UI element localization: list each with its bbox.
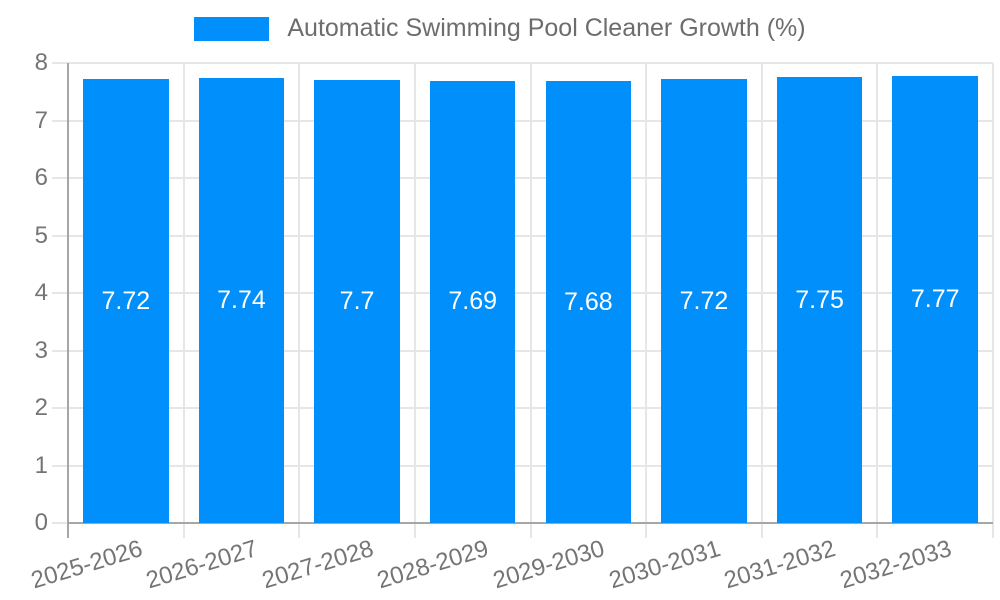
y-tick <box>52 407 68 409</box>
v-gridline <box>298 63 301 538</box>
bar: 7.77 <box>892 76 978 523</box>
y-axis-label: 7 <box>34 106 48 134</box>
y-tick <box>52 522 68 524</box>
y-axis-label: 3 <box>34 336 48 364</box>
v-gridline <box>645 63 648 538</box>
bar-value-label: 7.77 <box>910 285 960 314</box>
v-gridline <box>760 63 763 538</box>
bar-value-label: 7.72 <box>679 286 729 315</box>
v-gridline <box>876 63 879 538</box>
x-axis-label: 2030-2031 <box>605 535 724 595</box>
y-tick <box>52 464 68 467</box>
x-axis-label: 2028-2029 <box>374 535 493 595</box>
y-tick <box>52 292 68 294</box>
bar: 7.69 <box>429 80 516 523</box>
bar: 7.7 <box>314 80 400 523</box>
bar-value-label: 7.68 <box>563 287 613 316</box>
bar: 7.74 <box>198 77 285 523</box>
y-tick <box>52 62 68 64</box>
x-axis-label: 2025-2026 <box>27 535 146 595</box>
bar-value-label: 7.69 <box>448 287 498 316</box>
legend-label: Automatic Swimming Pool Cleaner Growth (… <box>287 14 806 42</box>
v-gridline <box>992 63 994 538</box>
x-axis-label: 2032-2033 <box>836 535 955 595</box>
y-tick <box>52 177 68 179</box>
bar: 7.75 <box>776 77 863 523</box>
x-axis-label: 2027-2028 <box>258 535 377 595</box>
y-tick <box>52 234 68 237</box>
y-axis-label: 2 <box>34 394 48 421</box>
v-gridline <box>182 63 185 538</box>
y-axis-label: 4 <box>34 279 48 306</box>
x-axis-line <box>68 522 993 524</box>
y-axis-label: 6 <box>34 164 48 191</box>
legend-swatch <box>194 16 270 41</box>
y-axis-label: 8 <box>34 49 48 76</box>
y-axis-label: 1 <box>34 451 48 479</box>
bar-value-label: 7.75 <box>795 285 844 314</box>
bar: 7.68 <box>545 81 632 523</box>
legend: Automatic Swimming Pool Cleaner Growth (… <box>0 14 1000 43</box>
v-gridline <box>529 63 532 538</box>
y-axis-line <box>67 63 69 538</box>
x-axis-label: 2029-2030 <box>490 535 608 595</box>
bar-value-label: 7.7 <box>339 287 375 316</box>
bar: 7.72 <box>661 79 747 523</box>
y-axis-label: 0 <box>34 509 48 536</box>
y-axis-label: 5 <box>34 221 48 249</box>
bar: 7.72 <box>83 79 169 523</box>
x-axis-label: 2031-2032 <box>721 535 840 595</box>
x-axis-label: 2026-2027 <box>143 535 261 595</box>
bar-value-label: 7.74 <box>217 285 266 314</box>
y-tick <box>52 119 68 122</box>
bar-value-label: 7.72 <box>101 286 151 315</box>
v-gridline <box>413 63 416 538</box>
y-tick <box>52 349 68 352</box>
